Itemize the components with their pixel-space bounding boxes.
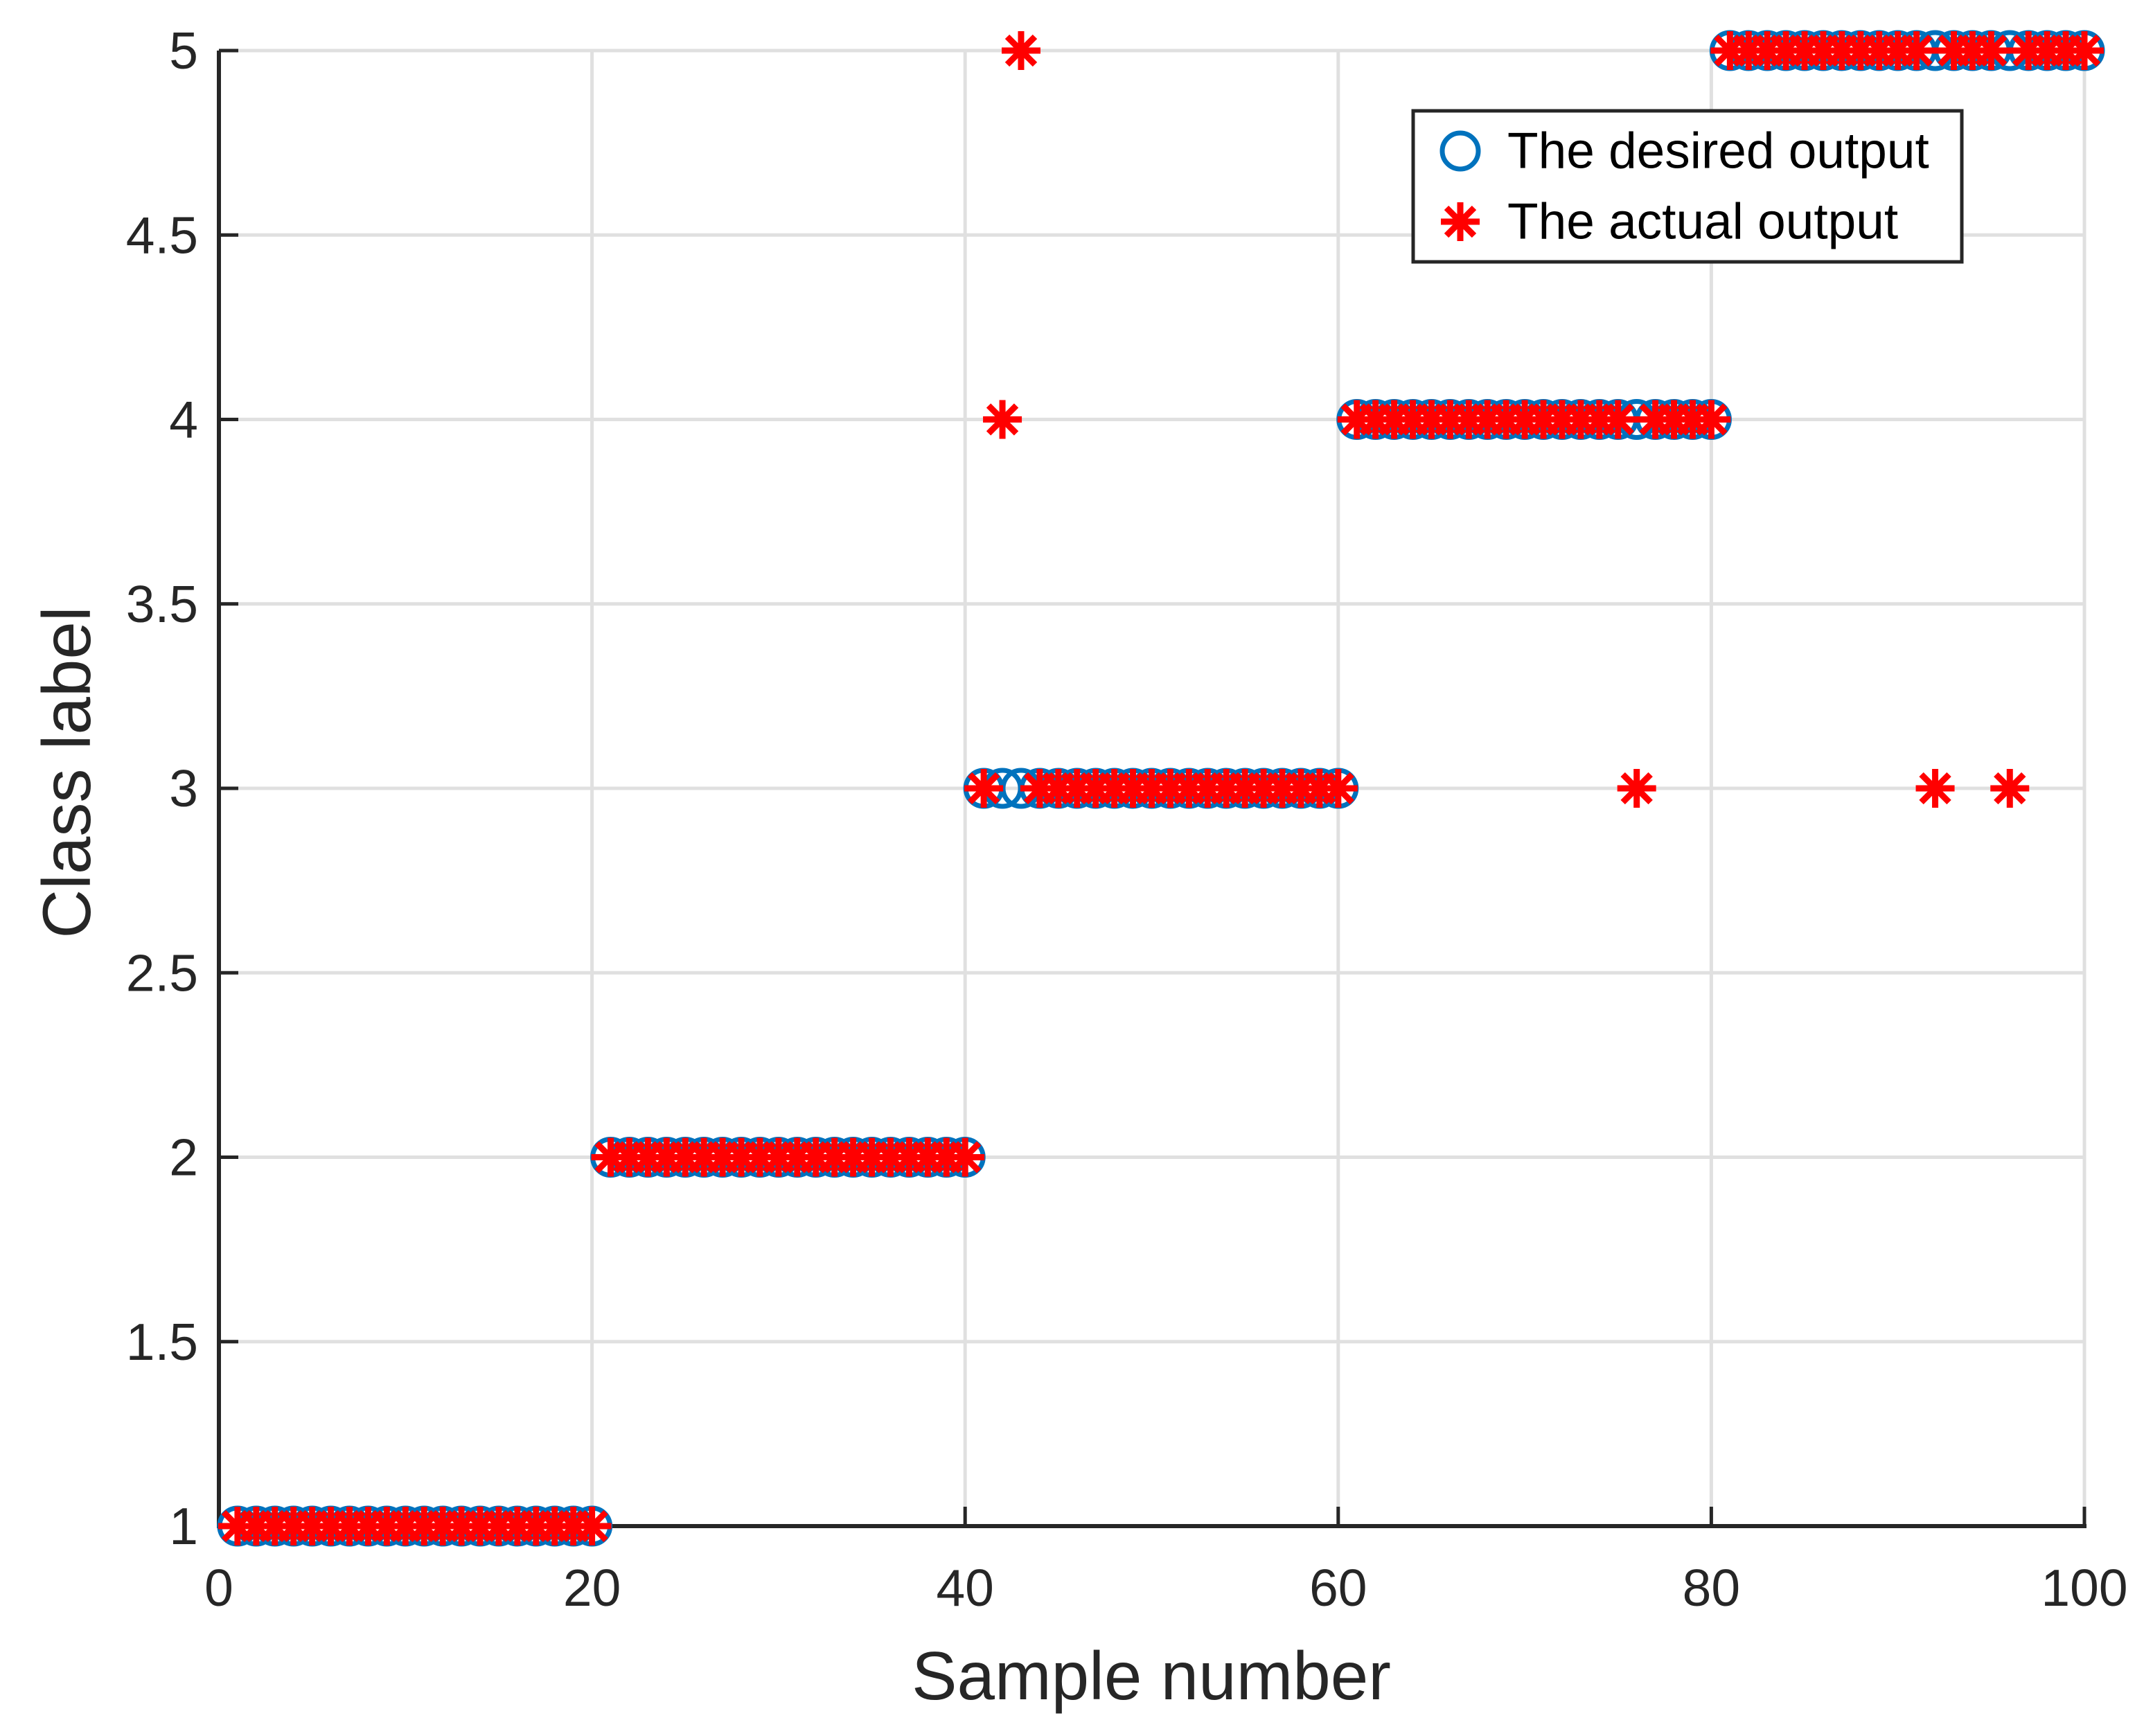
y-tick-label: 1.5: [126, 1313, 198, 1371]
legend-box: [1411, 109, 1964, 264]
data-point-actual: [983, 400, 1022, 439]
x-tick-label: 40: [936, 1559, 993, 1617]
data-point-actual: [1318, 769, 1358, 808]
data-point-actual: [2065, 31, 2104, 70]
data-point-actual: [1915, 769, 1955, 808]
data-point-actual: [1990, 769, 2030, 808]
data-point-actual: [1001, 31, 1040, 70]
legend: The desired output The actual output: [1411, 109, 1964, 264]
data-point-actual: [1617, 769, 1656, 808]
data-point-actual: [572, 1507, 612, 1545]
marker-layer: [217, 30, 2105, 1547]
x-tick-label: 60: [1309, 1559, 1367, 1617]
tick-label-layer: 0 20 40 60 80 100 1 1.5 2 2.5 3 3.5 4 4.5 5: [126, 21, 2128, 1617]
data-point-actual: [1692, 400, 1731, 439]
x-tick-label: 20: [563, 1559, 621, 1617]
legend-label-actual: The actual output: [1507, 194, 1898, 250]
y-tick-label: 3.5: [126, 575, 198, 633]
data-point-actual: [1972, 31, 2011, 70]
y-axis-label: Class label: [28, 606, 105, 938]
legend-marker-desired-icon: [1439, 130, 1481, 172]
x-axis-label: Sample number: [912, 1638, 1391, 1714]
legend-marker-actual-icon: [1441, 202, 1480, 241]
data-point-actual: [946, 1137, 985, 1177]
data-point-actual: [1897, 31, 1936, 70]
y-tick-label: 1: [169, 1497, 198, 1555]
y-tick-label: 4.5: [126, 206, 198, 264]
x-tick-label: 80: [1683, 1559, 1740, 1617]
data-point-actual: [1598, 400, 1638, 439]
y-tick-label: 2.5: [126, 944, 198, 1002]
legend-label-desired: The desired output: [1507, 123, 1929, 179]
data-point-actual: [964, 769, 1004, 808]
x-tick-label: 100: [2041, 1559, 2127, 1617]
x-tick-label: 0: [204, 1559, 233, 1617]
y-tick-label: 5: [169, 21, 198, 80]
y-tick-label: 4: [169, 391, 198, 449]
y-tick-label: 2: [169, 1128, 198, 1187]
y-tick-label: 3: [169, 759, 198, 817]
